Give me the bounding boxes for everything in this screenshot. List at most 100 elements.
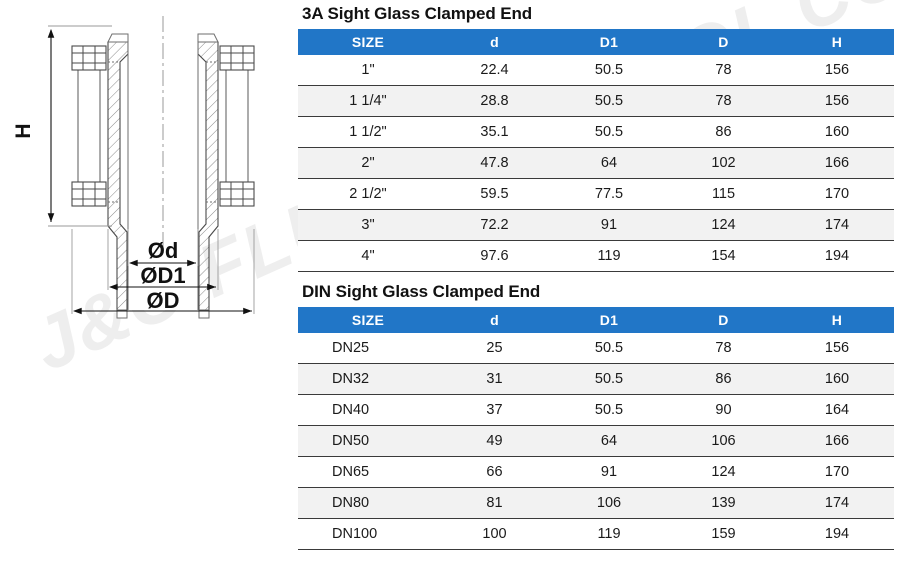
cell-d: 49 [438, 425, 551, 457]
hex-nut-top-right [219, 45, 255, 71]
cell-d: 28.8 [438, 85, 551, 117]
cell-h: 160 [780, 363, 894, 395]
table-row: DN25 25 50.5 78 156 [298, 333, 894, 364]
cell-d1: 50.5 [551, 55, 667, 86]
cell-dd: 115 [667, 178, 780, 210]
table-row: DN50 49 64 106 166 [298, 425, 894, 457]
cell-d: 31 [438, 363, 551, 395]
table-header-row: SIZE d D1 D H [298, 307, 894, 333]
sight-glass-drawing: H Ød ØD1 ØD [12, 16, 255, 319]
dimension-label-H: H [12, 123, 35, 138]
table-row: DN32 31 50.5 86 160 [298, 363, 894, 395]
cell-dd: 154 [667, 240, 780, 272]
dimension-H: H [12, 25, 112, 227]
drawing-body: H Ød ØD1 ØD [12, 16, 255, 319]
table-title-din: DIN Sight Glass Clamped End [302, 282, 541, 301]
cell-dd: 86 [667, 363, 780, 395]
cell-h: 166 [780, 147, 894, 179]
cell-d1: 50.5 [551, 116, 667, 148]
cell-h: 156 [780, 55, 894, 86]
cell-size: DN40 [298, 394, 438, 426]
cell-d: 59.5 [438, 178, 551, 210]
tie-rod-left [77, 68, 101, 198]
col-header-h: H [780, 307, 894, 333]
cell-h: 170 [780, 456, 894, 488]
left-body-wall [107, 41, 129, 311]
cell-d1: 106 [551, 487, 667, 519]
dimension-D1: ØD1 [107, 229, 219, 291]
cell-d: 47.8 [438, 147, 551, 179]
cell-d: 97.6 [438, 240, 551, 272]
cell-d1: 50.5 [551, 85, 667, 117]
cell-h: 164 [780, 394, 894, 426]
cell-h: 174 [780, 209, 894, 241]
cell-dd: 106 [667, 425, 780, 457]
cell-d: 100 [438, 518, 551, 550]
table-row: 1 1/4" 28.8 50.5 78 156 [298, 85, 894, 117]
cell-size: DN50 [298, 425, 438, 457]
cell-d1: 64 [551, 425, 667, 457]
cell-size: 2" [298, 147, 438, 179]
cell-d1: 119 [551, 240, 667, 272]
table-block-3a: 3A Sight Glass Clamped End SIZE d D1 D H… [298, 4, 894, 272]
spec-table-3a: SIZE d D1 D H 1" 22.4 50.5 78 156 1 1/4" [298, 29, 894, 272]
cell-size: 1 1/4" [298, 85, 438, 117]
col-header-d1: D1 [551, 29, 667, 55]
cell-d: 72.2 [438, 209, 551, 241]
table-row: 1 1/2" 35.1 50.5 86 160 [298, 116, 894, 148]
cell-dd: 124 [667, 209, 780, 241]
cell-h: 194 [780, 518, 894, 550]
dimension-label-D1: ØD1 [140, 263, 185, 288]
dimension-label-D: ØD [147, 288, 180, 313]
table-row: DN40 37 50.5 90 164 [298, 394, 894, 426]
dimension-D: ØD [71, 229, 255, 315]
cell-h: 170 [780, 178, 894, 210]
col-header-size: SIZE [298, 307, 438, 333]
table-row: 1" 22.4 50.5 78 156 [298, 55, 894, 86]
hex-nut-top-left [71, 45, 107, 71]
cell-dd: 78 [667, 333, 780, 364]
cell-dd: 124 [667, 456, 780, 488]
col-header-d: d [438, 29, 551, 55]
hex-nut-bottom-left [71, 181, 107, 207]
col-header-dd: D [667, 29, 780, 55]
cell-d: 66 [438, 456, 551, 488]
col-header-d1: D1 [551, 307, 667, 333]
cell-dd: 78 [667, 55, 780, 86]
col-header-d: d [438, 307, 551, 333]
cell-d: 22.4 [438, 55, 551, 86]
right-body-wall [197, 41, 219, 311]
cell-size: DN80 [298, 487, 438, 519]
cell-d1: 64 [551, 147, 667, 179]
cell-d1: 50.5 [551, 333, 667, 364]
table-row: DN100 100 119 159 194 [298, 518, 894, 550]
cell-size: DN32 [298, 363, 438, 395]
top-lip-left [107, 33, 129, 43]
dimension-label-d: Ød [148, 238, 179, 263]
cell-d: 25 [438, 333, 551, 364]
cell-size: DN65 [298, 456, 438, 488]
cell-dd: 78 [667, 85, 780, 117]
cell-d: 81 [438, 487, 551, 519]
cell-size: DN100 [298, 518, 438, 550]
table-row: DN65 66 91 124 170 [298, 456, 894, 488]
table-title-3a: 3A Sight Glass Clamped End [302, 4, 533, 23]
cell-h: 160 [780, 116, 894, 148]
top-lip-right [197, 33, 219, 43]
spec-tables-panel: 3A Sight Glass Clamped End SIZE d D1 D H… [298, 0, 894, 563]
col-header-size: SIZE [298, 29, 438, 55]
cell-d: 35.1 [438, 116, 551, 148]
cell-d1: 50.5 [551, 363, 667, 395]
cell-d1: 50.5 [551, 394, 667, 426]
spec-table-din: SIZE d D1 D H DN25 25 50.5 78 156 DN32 3 [298, 307, 894, 550]
cell-d: 37 [438, 394, 551, 426]
cell-h: 166 [780, 425, 894, 457]
tie-rod-right [225, 68, 249, 198]
cell-dd: 86 [667, 116, 780, 148]
table-row: DN80 81 106 139 174 [298, 487, 894, 519]
cell-dd: 102 [667, 147, 780, 179]
cell-size: 3" [298, 209, 438, 241]
cell-d1: 91 [551, 209, 667, 241]
hex-nut-bottom-right [219, 181, 255, 207]
cell-h: 156 [780, 85, 894, 117]
